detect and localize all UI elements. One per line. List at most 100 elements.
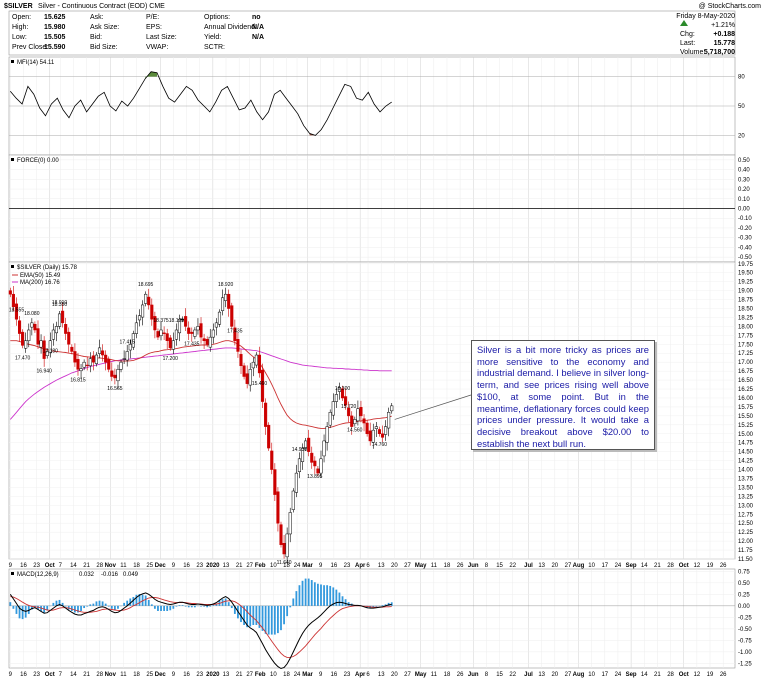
field-label: Low: (12, 34, 27, 41)
macd-histogram-bar (117, 605, 119, 609)
field-label: Prev Close: (12, 44, 48, 51)
candle-body (119, 361, 123, 370)
x-axis-label: 18 (283, 672, 290, 678)
candle-body (196, 326, 200, 331)
macd-tick: -1.00 (738, 650, 752, 656)
candle-body (297, 458, 302, 472)
price-label: 14.930 (292, 447, 308, 453)
candle-body (217, 311, 222, 325)
force-tick: 0.40 (738, 168, 750, 174)
candle-body (177, 319, 182, 334)
macd-histogram-bar (224, 598, 227, 606)
price-label: 11.640 (277, 560, 292, 566)
x-axis-label: 27 (246, 563, 253, 569)
x-axis-label: Feb (255, 563, 266, 569)
macd-histogram-bar (366, 605, 369, 609)
macd-histogram-bar (153, 605, 156, 609)
force-legend-icon (11, 158, 14, 161)
candle-body (159, 329, 163, 336)
x-axis-label: 25 (146, 563, 153, 569)
price-legend-icon (11, 265, 14, 268)
macd-histogram-bar (323, 585, 325, 606)
x-axis-label: 25 (146, 672, 153, 678)
x-axis-label: 16 (183, 563, 190, 569)
macd-histogram-bar (289, 605, 292, 608)
x-axis-label: Oct (679, 563, 689, 569)
candle-body (36, 328, 40, 345)
price-tick: 18.75 (738, 298, 754, 304)
x-axis-label: 6 (366, 563, 370, 569)
x-axis-label: 23 (196, 672, 203, 678)
price-tick: 17.75 (738, 333, 754, 339)
candle-body (239, 354, 243, 367)
candle-body (30, 322, 34, 328)
x-axis-label: May (415, 563, 427, 569)
candle-body (24, 340, 28, 349)
macd-histogram-bar (206, 605, 209, 608)
x-axis-label: May (415, 672, 427, 678)
candle-body (184, 316, 188, 327)
macd-hist-value: 0.049 (123, 572, 139, 578)
x-axis-label: 21 (83, 563, 90, 569)
macd-histogram-bar (246, 605, 249, 628)
candle-body (291, 490, 295, 510)
price-label: 18.125 (169, 318, 185, 324)
macd-histogram-bar (233, 605, 236, 614)
macd-histogram-bar (64, 605, 67, 607)
force-tick: 0.20 (738, 187, 750, 193)
field-label: Options: (204, 14, 230, 21)
x-axis-label: Sep (626, 563, 637, 569)
watermark: @ StockCharts.com (699, 3, 762, 10)
macd-histogram-bar (86, 605, 89, 607)
force-legend: FORCE(0) 0.00 (17, 158, 59, 164)
macd-tick: -1.25 (738, 661, 752, 667)
candle-body (356, 408, 360, 422)
up-arrow-icon (680, 20, 688, 26)
price-tick: 17.25 (738, 351, 754, 357)
macd-histogram-bar (307, 578, 310, 606)
macd-histogram-bar (98, 600, 101, 606)
macd-histogram-bar (252, 605, 255, 625)
price-tick: 13.75 (738, 476, 754, 482)
x-axis-label: 23 (344, 563, 351, 569)
candle-body (347, 407, 351, 417)
macd-histogram-bar (166, 605, 169, 611)
candle-body (362, 418, 366, 424)
macd-histogram-bar (150, 604, 153, 606)
macd-line (9, 592, 392, 670)
candle-body (61, 310, 65, 324)
candle-body (251, 361, 255, 369)
macd-histogram-bar (301, 580, 304, 606)
candle-body (128, 344, 132, 351)
price-label: 18.555 (9, 307, 25, 313)
candle-body (288, 512, 292, 535)
macd-histogram-bar (70, 605, 73, 611)
candle-body (353, 419, 357, 424)
macd-histogram-bar (240, 605, 242, 623)
price-tick: 19.00 (738, 289, 754, 295)
x-axis-label: Sep (626, 672, 637, 678)
candle-body (365, 422, 369, 435)
x-axis-label: 9 (172, 672, 176, 678)
price-tick: 19.75 (738, 262, 754, 268)
candle-body (359, 407, 363, 417)
x-axis-label: 21 (236, 563, 243, 569)
macd-histogram-bar (387, 602, 390, 606)
mfi-tick: 20 (738, 133, 745, 139)
field-label: Last Size: (146, 34, 177, 41)
candle-body (267, 424, 271, 449)
force-tick: 0.10 (738, 197, 750, 203)
x-axis-label: 9 (9, 563, 13, 569)
mfi-line (9, 71, 392, 136)
field-value: 15.625 (44, 14, 66, 21)
macd-histogram-bar (286, 605, 289, 617)
candle-body (313, 460, 317, 467)
candle-body (11, 293, 15, 307)
mfi-legend: MFI(14) 54.11 (17, 60, 55, 66)
candle-body (187, 327, 191, 334)
candle-body (390, 405, 394, 412)
mfi-overbought-fill (145, 71, 157, 79)
x-axis-label: 27 (565, 672, 572, 678)
macd-histogram-bar (338, 592, 341, 606)
candle-body (48, 340, 52, 354)
